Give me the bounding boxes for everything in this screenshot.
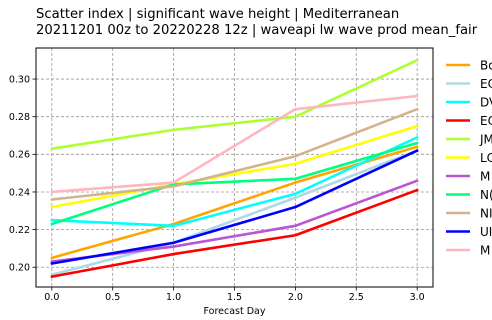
data-point — [172, 185, 175, 188]
data-point — [415, 107, 419, 111]
data-point — [415, 136, 419, 139]
data-point — [294, 205, 297, 209]
data-point — [50, 275, 54, 278]
data-point — [294, 162, 297, 166]
data-point — [415, 124, 419, 128]
data-point — [50, 147, 54, 150]
legend-label: JM — [479, 132, 492, 146]
y-tick-label: 0.26 — [9, 150, 30, 161]
legend-label: Bo — [480, 58, 492, 72]
data-point — [294, 177, 297, 181]
data-point — [294, 233, 297, 237]
x-tick-label: 2.5 — [349, 292, 364, 303]
data-point — [50, 190, 54, 194]
series-line-3 — [51, 188, 418, 278]
legend-label: N( — [480, 188, 492, 202]
data-point — [294, 224, 297, 228]
data-point — [415, 179, 419, 182]
legend-label: DV — [480, 95, 492, 109]
chart-title-line-2: 20211201 00z to 20220228 12z | waveapi l… — [36, 23, 478, 38]
data-point — [294, 107, 297, 111]
series-line-4 — [51, 59, 418, 150]
data-point — [415, 188, 419, 192]
legend: Bo EC DV EC JM LC M N( NI UI M — [446, 58, 492, 257]
data-point — [294, 192, 297, 196]
data-point — [415, 94, 419, 98]
legend-label: M — [480, 169, 490, 183]
chart-title-line-1: Scatter index | significant wave height … — [36, 7, 400, 22]
data-point — [415, 58, 419, 62]
data-point — [172, 128, 175, 132]
x-tick-label: 0.5 — [105, 292, 120, 303]
x-tick-label: 1.5 — [227, 292, 242, 303]
legend-label: EC — [480, 77, 492, 91]
y-tick-label: 0.22 — [9, 225, 30, 236]
series-lines — [50, 58, 419, 278]
legend-label: NI — [480, 206, 492, 220]
legend-label: M — [480, 243, 490, 257]
y-tick-label: 0.28 — [9, 112, 30, 123]
series-line-9 — [51, 149, 418, 265]
data-point — [50, 256, 54, 260]
y-tick-label: 0.24 — [9, 187, 30, 198]
data-point — [50, 198, 54, 201]
data-point — [50, 205, 54, 209]
data-point — [50, 262, 54, 265]
y-tick-label: 0.30 — [9, 74, 30, 85]
data-point — [50, 222, 54, 226]
data-point — [294, 154, 297, 158]
data-point — [294, 181, 297, 184]
data-point — [415, 149, 419, 152]
data-point — [172, 224, 175, 228]
data-point — [50, 218, 54, 222]
series-line-1 — [51, 149, 418, 277]
data-point — [294, 196, 297, 199]
x-axis-label: Forecast Day — [204, 306, 266, 317]
x-tick-label: 0.0 — [44, 292, 59, 303]
series-line-10 — [51, 94, 418, 194]
data-point — [415, 141, 419, 145]
series-line-8 — [51, 107, 418, 201]
axis-ticks: 0.0 0.5 1.0 1.5 2.0 2.5 3.0 0.20 0.22 0.24 0.26 0.2… — [9, 74, 425, 303]
series-line-7 — [51, 141, 418, 226]
x-tick-label: 3.0 — [410, 292, 425, 303]
x-tick-label: 2.0 — [288, 292, 303, 303]
data-point — [172, 252, 175, 256]
data-point — [415, 145, 419, 149]
data-point — [172, 245, 175, 248]
data-point — [172, 241, 175, 245]
y-tick-label: 0.20 — [9, 263, 30, 274]
series-line-2 — [51, 136, 418, 228]
legend-label: UI — [480, 225, 492, 239]
data-point — [172, 181, 175, 184]
legend-label: EC — [480, 114, 492, 128]
data-point — [294, 115, 297, 118]
legend-label: LC — [480, 151, 492, 165]
x-tick-label: 1.0 — [166, 292, 181, 303]
series-line-5 — [51, 124, 418, 209]
